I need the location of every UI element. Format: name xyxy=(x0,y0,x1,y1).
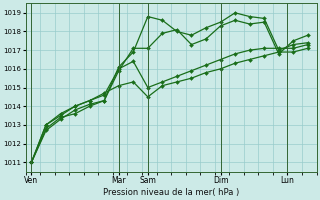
X-axis label: Pression niveau de la mer( hPa ): Pression niveau de la mer( hPa ) xyxy=(103,188,239,197)
